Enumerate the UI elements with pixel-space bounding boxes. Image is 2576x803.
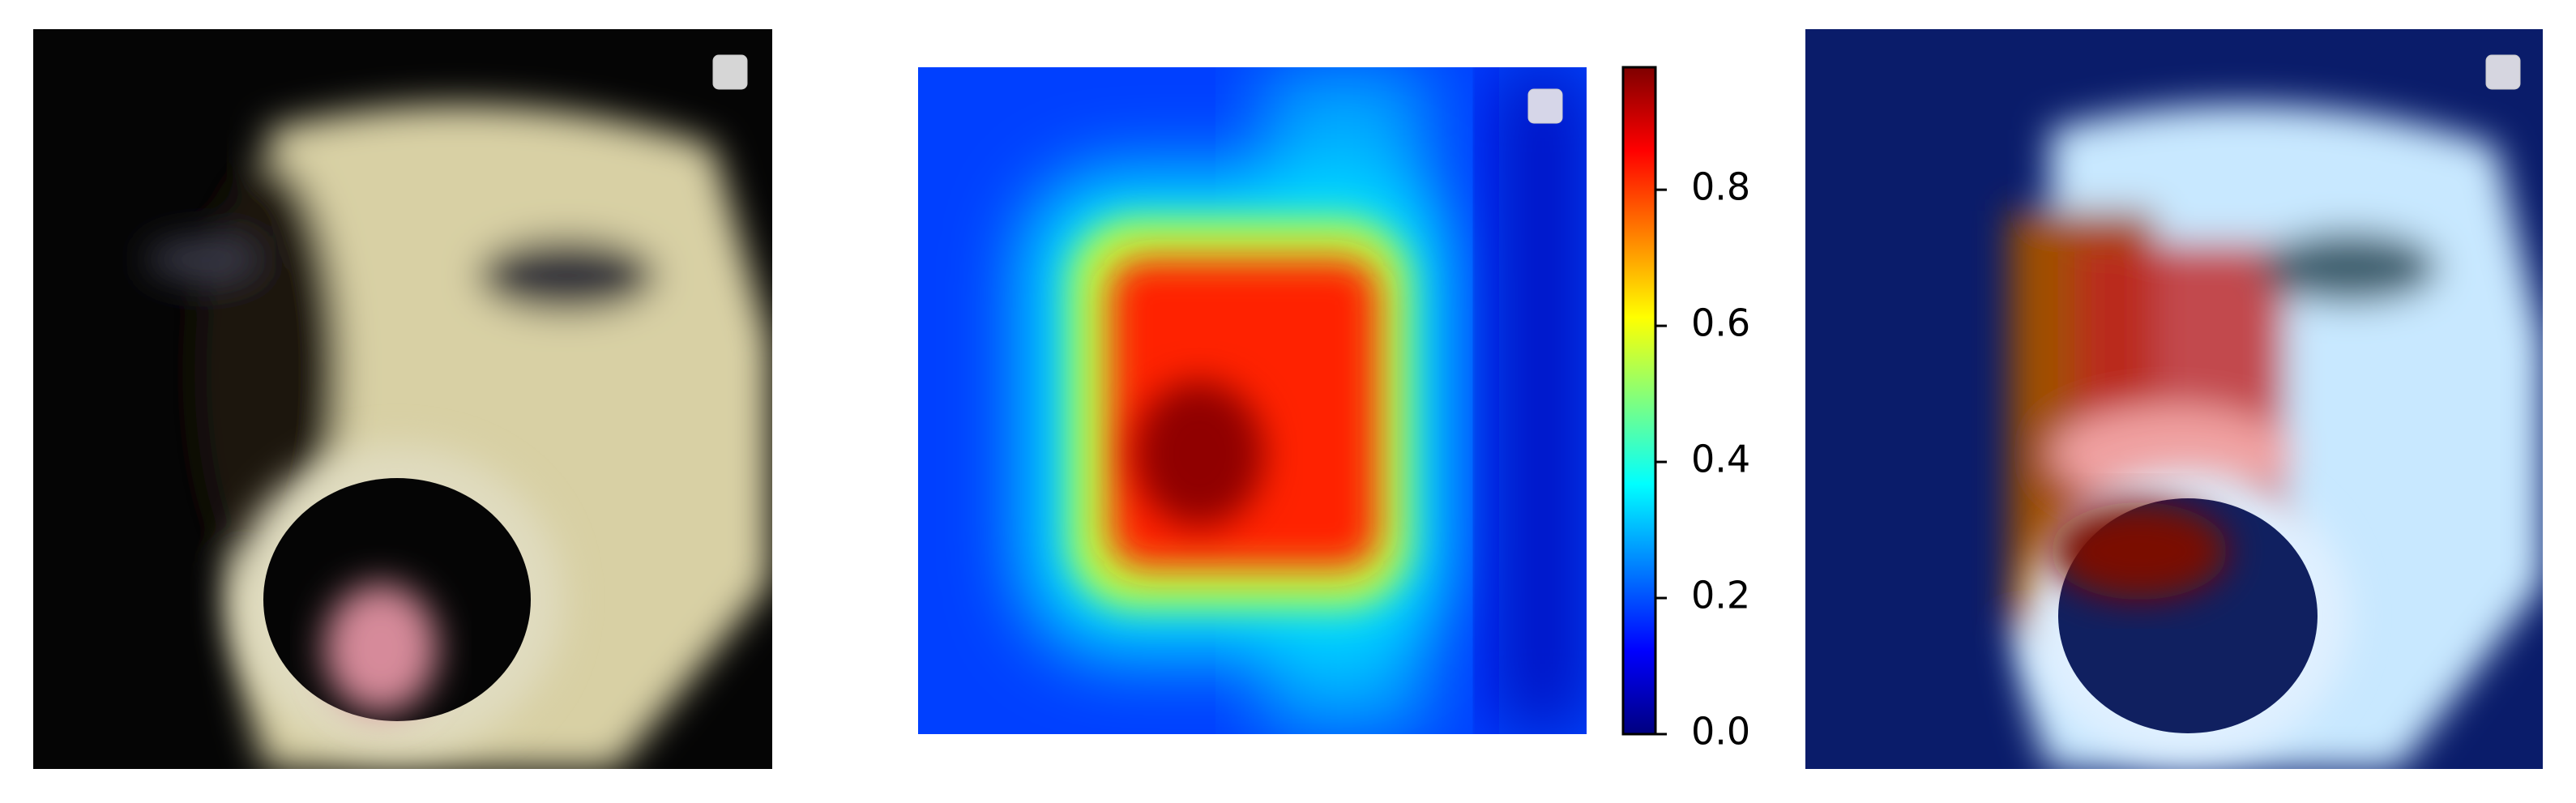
legend <box>2485 54 2521 90</box>
overlay-image <box>1805 29 2543 769</box>
colorbar-tick-label: 0.2 <box>1691 574 1750 617</box>
colorbar-tick-label: 0.0 <box>1691 710 1750 754</box>
legend <box>1527 88 1563 124</box>
input-image <box>33 29 772 769</box>
heatmap <box>918 67 1587 734</box>
legend <box>712 54 748 90</box>
colorbar <box>1621 66 1657 736</box>
colorbar-tick-label: 0.4 <box>1691 438 1750 481</box>
colorbar-tick-label: 0.8 <box>1691 165 1750 209</box>
colorbar-tick-label: 0.6 <box>1691 301 1750 345</box>
